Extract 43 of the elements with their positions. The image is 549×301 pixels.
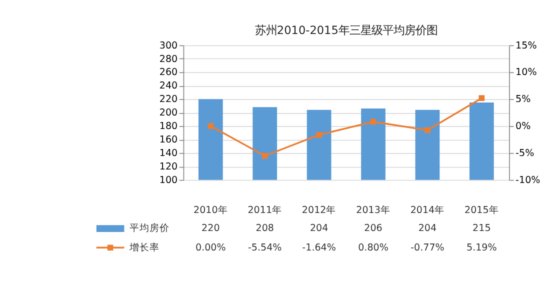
point xyxy=(478,95,485,101)
x-tick-label: 2011年 xyxy=(248,204,282,216)
y-tick-label: 100 xyxy=(159,174,178,186)
legend-label: 平均房价 xyxy=(129,222,170,234)
data-label: -5.54% xyxy=(248,242,282,254)
point xyxy=(262,152,268,159)
x-tick-label: 2010年 xyxy=(194,204,228,216)
y-tick-label: 140 xyxy=(159,148,178,160)
y2-tick-label: 5% xyxy=(516,94,531,106)
y2-tick-label: -10% xyxy=(516,174,540,186)
data-label: 204 xyxy=(418,223,437,234)
data-label: 204 xyxy=(310,223,328,234)
chart-title: 苏州2010-2015年三星级平均房价图 xyxy=(254,24,438,37)
x-tick-label: 2013年 xyxy=(356,204,390,216)
y-tick-label: 240 xyxy=(159,80,178,92)
data-label: 0.00% xyxy=(195,242,226,254)
x-tick-label: 2015年 xyxy=(464,204,499,216)
data-label: -0.77% xyxy=(410,242,444,254)
x-tick-label: 2012年 xyxy=(302,204,336,216)
y2-tick-label: 10% xyxy=(516,67,537,78)
data-label: 208 xyxy=(256,223,274,234)
y2-tick-label: -5% xyxy=(516,148,534,160)
point xyxy=(424,127,430,134)
point xyxy=(316,132,322,138)
y-tick-label: 180 xyxy=(159,121,178,132)
y-tick-label: 260 xyxy=(159,67,178,78)
data-label: 206 xyxy=(364,223,382,234)
y-tick-label: 280 xyxy=(159,54,178,65)
legend-label: 增长率 xyxy=(128,241,160,254)
y2-tick-label: 0% xyxy=(516,121,531,132)
x-tick-label: 2014年 xyxy=(410,204,445,216)
data-label: -1.64% xyxy=(302,242,336,254)
data-label: 5.19% xyxy=(466,242,497,254)
y-tick-label: 160 xyxy=(159,134,178,146)
data-label: 220 xyxy=(202,223,220,234)
y-tick-label: 300 xyxy=(159,40,178,52)
y-tick-label: 120 xyxy=(159,161,178,172)
data-label: 215 xyxy=(472,223,491,234)
y2-tick-label: 15% xyxy=(516,40,537,52)
point xyxy=(208,123,214,129)
y-tick-label: 200 xyxy=(159,108,178,119)
data-label: 0.80% xyxy=(358,242,388,254)
y-tick-label: 220 xyxy=(159,94,178,106)
